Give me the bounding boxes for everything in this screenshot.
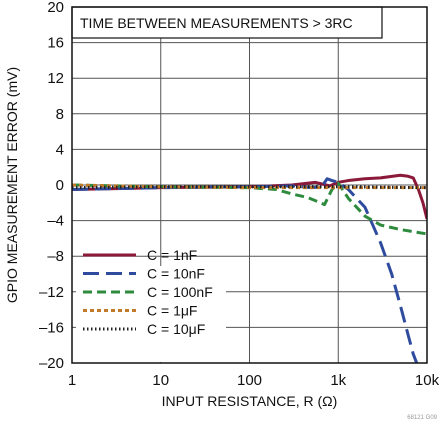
y-tick-label: 20	[47, 0, 64, 16]
x-tick-label: 1	[68, 372, 76, 389]
series-line-4	[72, 183, 427, 190]
y-tick-label: 8	[56, 106, 64, 123]
plot-frame	[71, 6, 428, 364]
y-tick-label: –8	[47, 248, 64, 265]
y-tick-label: –16	[39, 319, 64, 336]
legend-label: C = 1μF	[147, 303, 197, 319]
figure-id: 68121 G09	[407, 415, 437, 421]
legend-label: C = 10nF	[147, 266, 205, 282]
series-layer	[72, 173, 427, 363]
y-tick-label: –12	[39, 284, 64, 301]
y-tick-label: –20	[39, 355, 64, 372]
legend-label: C = 10μF	[147, 321, 205, 337]
series-line-3	[72, 181, 427, 236]
x-tick-label: 1k	[330, 372, 346, 389]
y-tick-label: –4	[47, 213, 64, 230]
x-axis-label: INPUT RESISTANCE, R (Ω)	[162, 393, 338, 409]
x-tick-label: 10k	[415, 372, 439, 389]
legend-label: C = 1nF	[147, 247, 197, 263]
y-tick-label: 16	[47, 35, 64, 52]
y-tick-label: 0	[56, 177, 64, 194]
chart-annotation: TIME BETWEEN MEASUREMENTS > 3RC	[80, 15, 353, 31]
legend: C = 1nF C = 10nF C = 100nF C = 1μF C = 10μF	[83, 247, 213, 337]
legend-label: C = 100nF	[147, 284, 213, 300]
tick-labels: 1 10 100 1k 10k 20 16 12 8 4 0 –4 –8 –12 –16 –20	[39, 0, 439, 389]
x-tick-label: 100	[237, 372, 262, 389]
y-tick-label: 4	[56, 141, 64, 158]
y-tick-label: 12	[47, 70, 64, 87]
legend-box	[76, 266, 226, 362]
y-axis-label: GPIO MEASUREMENT ERROR (mV)	[4, 67, 20, 303]
x-tick-label: 10	[152, 372, 169, 389]
